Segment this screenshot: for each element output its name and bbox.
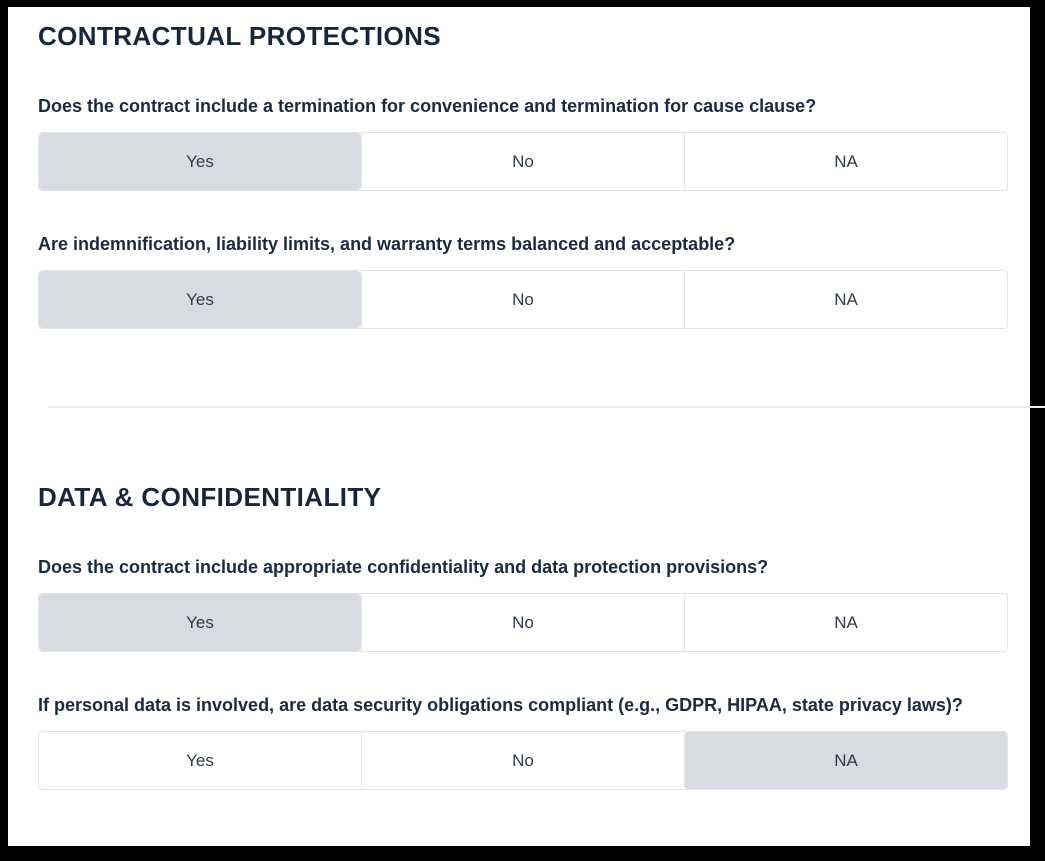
answer-group-data-security-compliance: Yes No NA [38, 731, 1008, 790]
answer-option-yes[interactable]: Yes [39, 732, 361, 789]
section-data-confidentiality: DATA & CONFIDENTIALITY Does the contract… [38, 480, 1008, 790]
question-indemnification-terms: Are indemnification, liability limits, a… [38, 234, 736, 254]
checklist-content: CONTRACTUAL PROTECTIONS Does the contrac… [8, 19, 1045, 808]
answer-option-no[interactable]: No [361, 594, 684, 651]
answer-option-yes[interactable]: Yes [39, 271, 361, 328]
question-data-security-compliance: If personal data is involved, are data s… [38, 695, 963, 715]
answer-option-na[interactable]: NA [684, 133, 1007, 190]
section-divider [48, 406, 1045, 408]
question-termination-clause: Does the contract include a termination … [38, 96, 817, 116]
answer-option-na[interactable]: NA [684, 594, 1007, 651]
answer-option-na[interactable]: NA [684, 271, 1007, 328]
section-contractual-protections: CONTRACTUAL PROTECTIONS Does the contrac… [38, 19, 1008, 329]
answer-option-na[interactable]: NA [684, 732, 1007, 789]
answer-group-confidentiality-provisions: Yes No NA [38, 593, 1008, 652]
answer-option-no[interactable]: No [361, 271, 684, 328]
section-title: DATA & CONFIDENTIALITY [38, 482, 382, 512]
section-title: CONTRACTUAL PROTECTIONS [38, 21, 442, 51]
answer-group-termination-clause: Yes No NA [38, 132, 1008, 191]
checklist-panel: CONTRACTUAL PROTECTIONS Does the contrac… [8, 7, 1045, 846]
answer-option-no[interactable]: No [361, 133, 684, 190]
answer-option-yes[interactable]: Yes [39, 133, 361, 190]
answer-group-indemnification-terms: Yes No NA [38, 270, 1008, 329]
question-confidentiality-provisions: Does the contract include appropriate co… [38, 557, 769, 577]
answer-option-no[interactable]: No [361, 732, 684, 789]
answer-option-yes[interactable]: Yes [39, 594, 361, 651]
